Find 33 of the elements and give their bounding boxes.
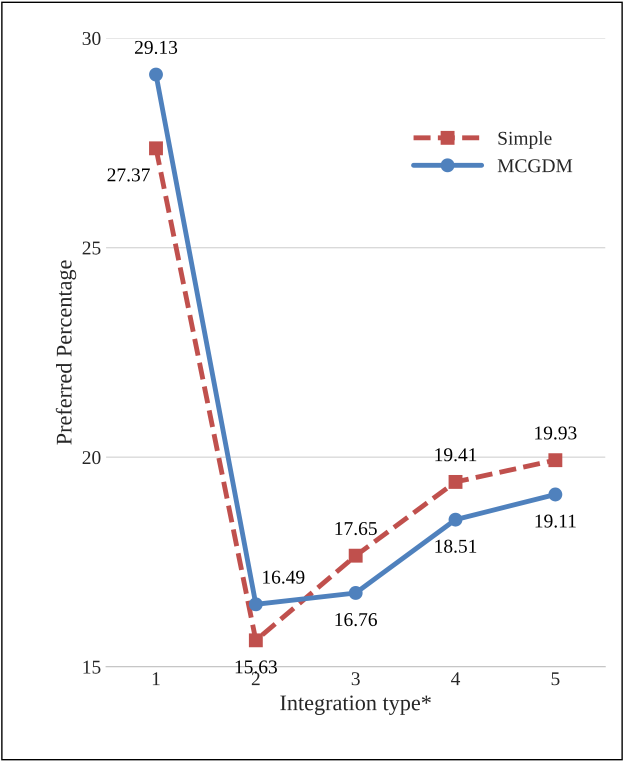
x-tick-label: 5 [552,672,560,686]
point [149,141,163,156]
y-tick-label: 30 [82,32,100,46]
point [348,548,363,563]
data-label: 16.49 [263,570,304,584]
data-label: 27.37 [108,168,150,182]
x-tick-label: 2 [252,672,260,686]
legend-label: Simple [498,131,552,149]
point [149,68,163,82]
data-label: 16.76 [336,613,377,626]
point [448,512,462,527]
data-label: 19.93 [535,426,576,440]
data-label: 29.13 [134,40,178,54]
point [248,597,263,612]
point [548,453,562,468]
point [448,474,462,489]
x-tick-label: 3 [352,672,360,686]
y-axis-title: Preferred Percentage [56,260,76,445]
data-label: 19.11 [536,514,576,528]
x-axis-title: Integration type* [280,695,431,715]
x-tick-label: 1 [152,672,160,686]
data-label: 15.63 [236,660,277,674]
legend-label: MCGDM [498,159,572,172]
y-tick-label: 15 [83,660,100,674]
data-label: 17.65 [336,522,377,536]
point [248,633,263,648]
point [548,488,562,502]
data-label: 19.41 [435,448,476,462]
data-label: 18.51 [435,540,476,553]
y-tick-label: 25 [82,242,100,255]
y-tick-label: 20 [82,451,100,464]
x-tick-label: 4 [451,672,460,686]
point [348,586,363,600]
